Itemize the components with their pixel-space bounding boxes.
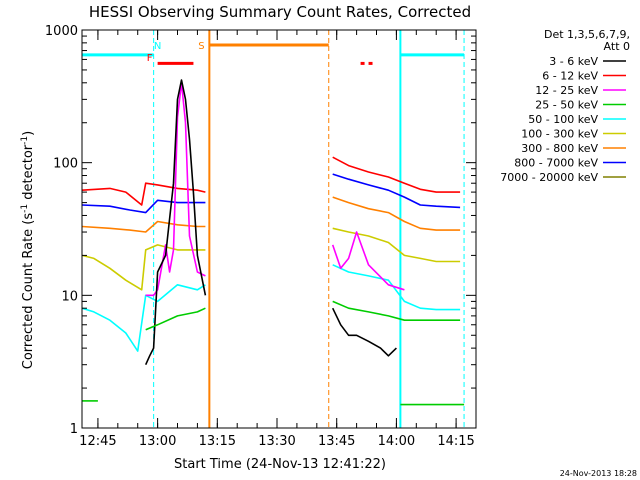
legend-header-line2: Att 0 [604,40,630,53]
legend-label-7000-20000-kev: 7000 - 20000 keV [500,171,598,184]
legend-label-12-25-kev: 12 - 25 keV [535,84,598,97]
legend-label-25-50-kev: 25 - 50 keV [535,99,598,112]
legend-label-3-6-kev: 3 - 6 keV [549,55,598,68]
svg-text:Corrected Count Rate (s-1 dete: Corrected Count Rate (s-1 detector-1) [20,131,36,369]
series-3-6-kev-segment-1 [331,307,397,357]
legend-label-800-7000-kev: 800 - 7000 keV [514,157,598,170]
chart-title: HESSI Observing Summary Count Rates, Cor… [89,3,471,21]
x-tick-label-13-15: 13:15 [199,434,236,449]
legend-label-100-300-kev: 100 - 300 keV [521,128,598,141]
x-axis-label: Start Time (24-Nov-13 12:41:22) [174,457,386,472]
flag-label-f: F [147,53,153,64]
y-axis-label: Corrected Count Rate (s-1 detector-1) [20,131,36,369]
series-25-50-kev-segment-0 [145,307,206,331]
y-tick-label-10: 10 [61,289,78,304]
legend-header-line1: Det 1,3,5,6,7,9, [544,28,630,41]
series-3-6-kev-segment-0 [144,79,207,366]
x-tick-label-12-45: 12:45 [79,434,116,449]
y-tick-label-1000: 1000 [45,24,78,39]
legend-label-50-100-kev: 50 - 100 keV [528,113,598,126]
series-100-300-kev-segment-1 [332,227,461,263]
legend-label-6-12-kev: 6 - 12 keV [542,70,598,83]
series-12-25-kev-segment-0 [145,82,206,297]
series-6-12-kev-segment-0 [81,182,206,206]
y-axis-label-sup1: -1 [20,204,30,213]
flag-label-n: N [154,41,161,52]
flag-label-s: S [198,41,204,52]
plot-frame [81,29,477,429]
y-axis-label-mid: detector [21,144,36,204]
series-800-7000-kev-segment-0 [81,199,206,214]
y-axis-label-end: ) [21,131,36,136]
y-axis-label-main: Corrected Count Rate (s [21,213,36,370]
y-axis-label-sup2: -1 [20,136,30,145]
series-50-100-kev-segment-0 [81,283,206,352]
series-300-800-kev-segment-0 [81,220,206,233]
series-300-800-kev-segment-1 [332,196,461,231]
series-25-50-kev-segment-1 [332,300,461,322]
series-800-7000-kev-segment-1 [332,173,461,209]
x-tick-label-14-00: 14:00 [378,434,415,449]
x-tick-label-13-30: 13:30 [258,434,295,449]
series-12-25-kev-segment-1 [331,231,405,291]
series-50-100-kev-segment-1 [332,264,461,311]
y-tick-label-1: 1 [70,422,78,437]
x-tick-label-13-00: 13:00 [139,434,176,449]
series-100-300-kev-segment-0 [81,244,206,291]
x-tick-label-14-15: 14:15 [437,434,474,449]
legend-label-300-800-kev: 300 - 800 keV [521,142,598,155]
y-tick-label-100: 100 [53,157,78,172]
x-tick-label-13-45: 13:45 [318,434,355,449]
series-6-12-kev-segment-1 [332,156,461,193]
footer-timestamp: 24-Nov-2013 18:28 [560,469,637,478]
